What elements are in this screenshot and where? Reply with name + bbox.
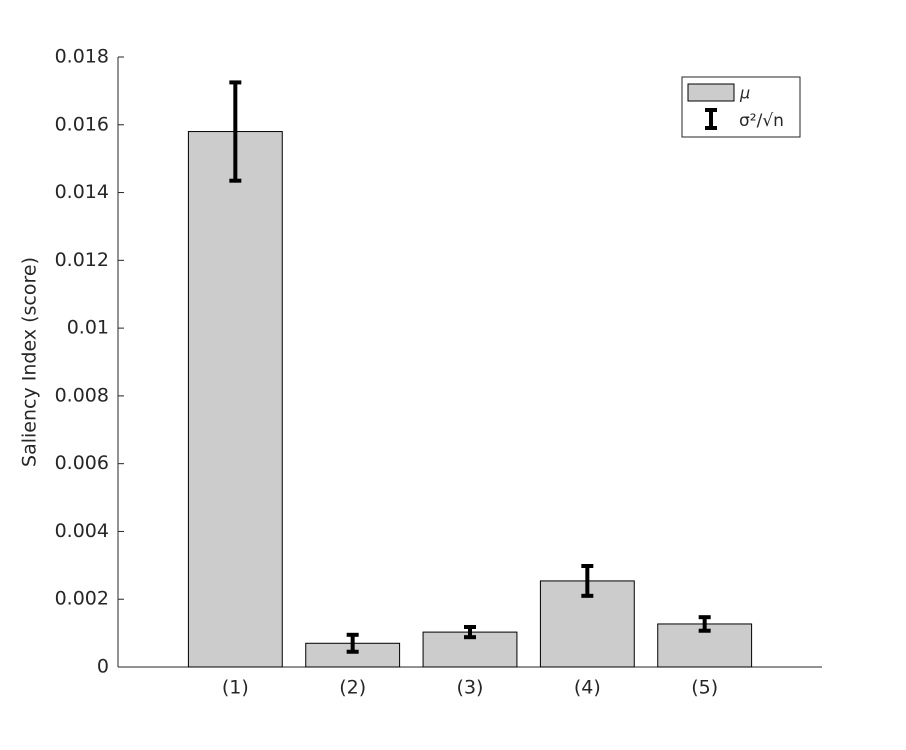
error-bar [581, 564, 594, 598]
y-tick-label: 0.01 [67, 317, 109, 339]
y-tick-label: 0.002 [55, 588, 109, 610]
bar [187, 131, 283, 668]
legend-swatch [687, 83, 735, 102]
y-tick-label: 0 [97, 656, 109, 678]
x-tick-label: (5) [691, 677, 718, 699]
error-bar [346, 632, 359, 654]
y-tick-label: 0.004 [55, 520, 109, 542]
y-tick-label: 0.018 [55, 46, 109, 68]
x-tick-label: (2) [339, 677, 366, 699]
x-tick-label: (3) [457, 677, 484, 699]
y-tick-label: 0.016 [55, 113, 109, 135]
y-tick-label: 0.012 [55, 249, 109, 271]
error-bar [464, 625, 476, 640]
error-bar [698, 615, 711, 633]
y-tick-label: 0.008 [55, 384, 109, 406]
x-tick-label: (4) [574, 677, 601, 699]
error-bar [229, 80, 242, 183]
legend-label: μ [739, 84, 750, 103]
y-axis-label: Saliency Index (score) [19, 257, 41, 467]
x-tick-label: (1) [222, 677, 249, 699]
y-tick-label: 0.014 [55, 181, 109, 203]
legend-label: σ²/√n [739, 111, 784, 131]
y-tick-label: 0.006 [55, 452, 109, 474]
